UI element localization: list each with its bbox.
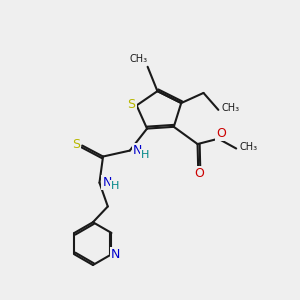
Text: S: S [72,138,80,152]
Text: CH₃: CH₃ [240,142,258,152]
Text: O: O [216,127,226,140]
Text: O: O [194,167,204,180]
Text: CH₃: CH₃ [129,54,147,64]
Text: H: H [111,181,119,191]
Text: CH₃: CH₃ [222,103,240,113]
Text: S: S [128,98,136,111]
Text: H: H [141,150,149,160]
Text: N: N [133,144,142,157]
Text: N: N [102,176,112,189]
Text: N: N [111,248,120,261]
